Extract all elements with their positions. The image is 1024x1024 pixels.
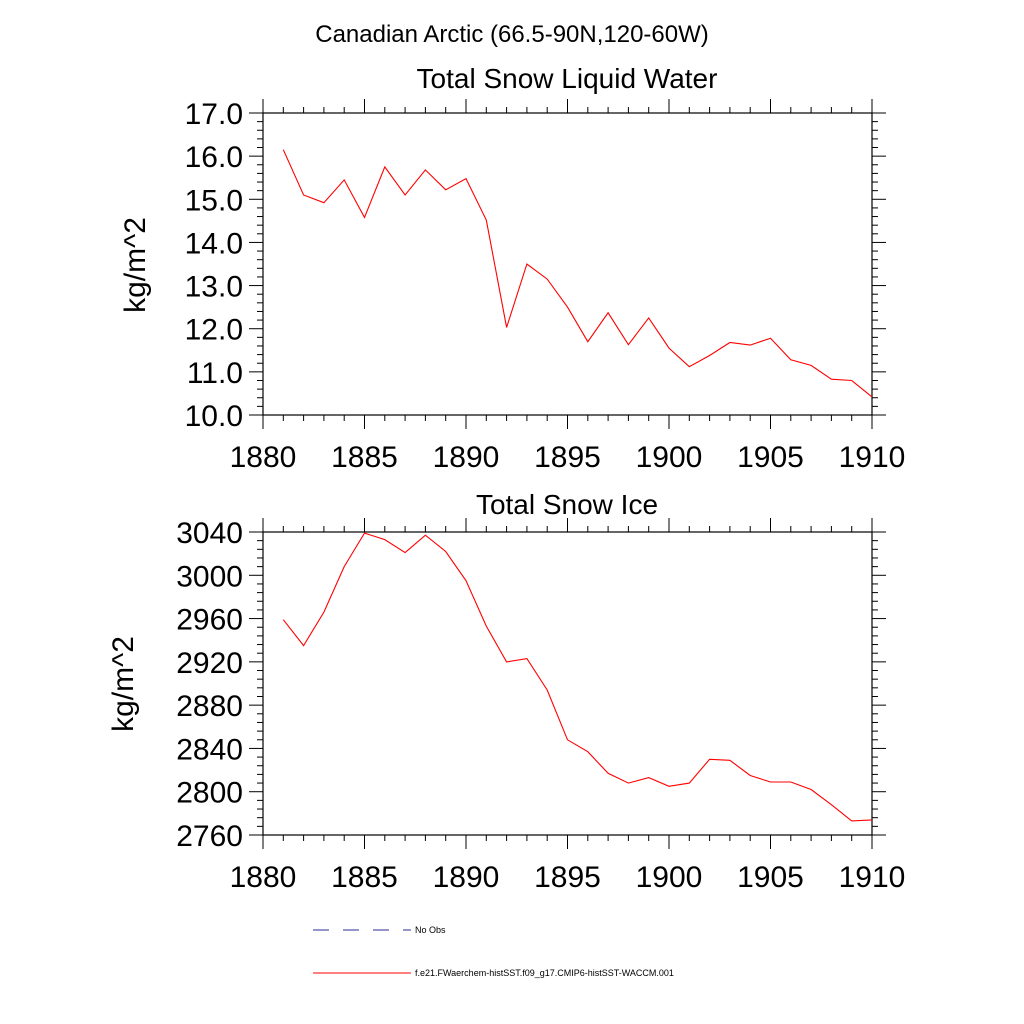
- y-tick-label: 16.0: [185, 141, 243, 174]
- x-tick-label: 1900: [636, 441, 703, 474]
- panel-snow-ice: Total Snow Ice kg/m^2 2760 2800 2840 2880 29…: [107, 489, 905, 894]
- x-tick-label: 1905: [737, 441, 804, 474]
- chart-title: Total Snow Ice: [476, 489, 658, 520]
- x-tick-label: 1880: [230, 861, 297, 894]
- y-tick-label: 10.0: [185, 400, 243, 433]
- x-tick-label: 1885: [331, 861, 398, 894]
- series-line: [282, 149, 873, 398]
- legend: No Obs f.e21.FWaerchem-histSST.f09_g17.C…: [313, 925, 674, 978]
- legend-label-no-obs: No Obs: [415, 925, 446, 935]
- chart-title: Total Snow Liquid Water: [417, 63, 718, 94]
- y-tick-label: 3000: [176, 560, 243, 593]
- y-axis-label: kg/m^2: [119, 217, 152, 313]
- y-tick-label: 2800: [176, 777, 243, 810]
- y-tick-label: 2840: [176, 733, 243, 766]
- x-tick-label: 1910: [839, 441, 906, 474]
- x-tick-label: 1890: [433, 441, 500, 474]
- x-tick-label: 1905: [737, 861, 804, 894]
- x-tick-label: 1895: [534, 861, 601, 894]
- plot-frame: [262, 531, 873, 836]
- series-line: [282, 532, 873, 822]
- x-tick-label: 1890: [433, 861, 500, 894]
- y-tick-label: 14.0: [185, 227, 243, 260]
- x-tick-labels: 1880 1885 1890 1895 1900 1905 1910: [230, 861, 906, 894]
- y-tick-label: 2880: [176, 690, 243, 723]
- panel-snow-liquid-water: Total Snow Liquid Water kg/m^2 10.011.01…: [119, 63, 905, 474]
- y-tick-label: 12.0: [185, 314, 243, 347]
- legend-label-model: f.e21.FWaerchem-histSST.f09_g17.CMIP6-hi…: [415, 968, 674, 978]
- suptitle: Canadian Arctic (66.5-90N,120-60W): [315, 21, 709, 48]
- y-tick-label: 2920: [176, 647, 243, 680]
- y-tick-label: 3040: [176, 517, 243, 550]
- y-tick-label: 17.0: [185, 98, 243, 131]
- x-tick-label: 1895: [534, 441, 601, 474]
- x-tick-label: 1880: [230, 441, 297, 474]
- y-tick-label: 15.0: [185, 184, 243, 217]
- y-tick-label: 13.0: [185, 271, 243, 304]
- y-tick-label: 11.0: [187, 357, 243, 390]
- series-lines: [282, 532, 873, 822]
- tick-marks: [249, 99, 886, 429]
- x-tick-label: 1885: [331, 441, 398, 474]
- x-tick-labels: 1880 1885 1890 1895 1900 1905 1910: [230, 441, 906, 474]
- y-tick-labels: 10.0 11.0 12.0 13.0 14.0 15.0 16.0 17.0: [185, 98, 243, 433]
- x-tick-label: 1910: [839, 861, 906, 894]
- y-tick-labels: 2760 2800 2840 2880 2920 2960 3000 3040: [176, 517, 243, 853]
- tick-marks: [249, 518, 886, 849]
- y-tick-label: 2760: [176, 820, 243, 853]
- series-lines: [282, 149, 873, 398]
- x-tick-label: 1900: [636, 861, 703, 894]
- y-tick-label: 2960: [176, 604, 243, 637]
- y-axis-label: kg/m^2: [107, 636, 140, 732]
- plot-frame: [262, 112, 873, 416]
